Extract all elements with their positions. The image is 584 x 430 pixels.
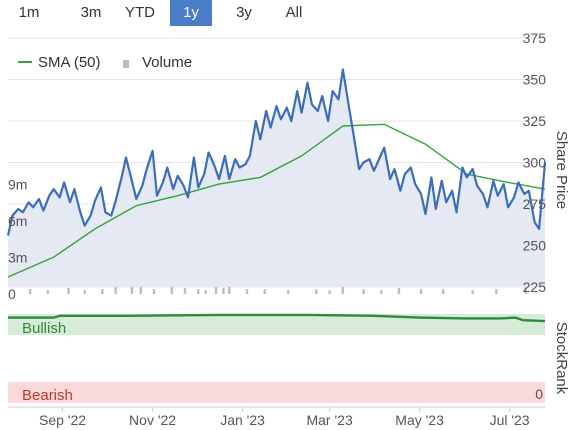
volume-bar [197, 289, 200, 294]
stockrank-line [8, 313, 546, 323]
price-area-fill [8, 69, 545, 287]
volume-bar [362, 289, 365, 294]
volume-bar [471, 290, 474, 294]
price-tick-label: 225 [523, 279, 547, 295]
volume-bar [315, 289, 318, 294]
range-3y-button[interactable]: 3y [236, 4, 252, 21]
legend-volume-swatch [123, 60, 129, 68]
volume-bar [287, 290, 290, 294]
volume-bar [46, 290, 50, 294]
volume-bar [341, 286, 345, 294]
bullish-label: Bullish [22, 320, 66, 337]
range-selector: 1m 3m YTD 1y 3y All [0, 0, 340, 26]
price-tick-label: 300 [523, 155, 547, 171]
range-1y-button[interactable]: 1y [170, 0, 212, 26]
volume-bar [67, 287, 70, 294]
x-tick-label: May '23 [395, 412, 444, 428]
volume-bar [101, 289, 104, 294]
range-ytd-button[interactable]: YTD [125, 4, 155, 21]
volume-tick-label: 0 [8, 286, 16, 302]
volume-bar [130, 283, 134, 294]
legend-volume-label: Volume [142, 54, 192, 71]
price-line [6, 68, 547, 236]
price-axis-label: Share Price [553, 131, 570, 209]
legend-sma-label: SMA (50) [38, 54, 101, 71]
volume-bar [380, 290, 383, 294]
volume-axis-ticks: 9m 6m 3m 0 [8, 176, 27, 302]
x-tick-label: Sep '22 [39, 412, 86, 428]
volume-bar [263, 289, 266, 294]
bullish-band [8, 314, 545, 335]
volume-bar [442, 289, 445, 294]
price-tick-label: 375 [523, 30, 547, 46]
x-tick-label: Mar '23 [306, 412, 352, 428]
volume-bar [152, 289, 156, 294]
volume-tick-label: 6m [8, 213, 27, 229]
volume-bar [204, 290, 207, 294]
bearish-label: Bearish [22, 387, 73, 404]
sma-line [7, 123, 546, 278]
x-tick-label: Jan '23 [220, 412, 265, 428]
volume-bar [139, 280, 142, 294]
volume-tick-label: 3m [8, 249, 27, 265]
bearish-band [8, 382, 545, 403]
stockrank-axis-label: StockRank [553, 322, 570, 395]
volume-bar [222, 287, 225, 294]
range-3m-button[interactable]: 3m [80, 4, 102, 21]
price-tick-label: 250 [523, 238, 547, 254]
volume-bar [28, 289, 32, 294]
x-tick-label: Jul '23 [490, 412, 530, 428]
volume-bar [183, 287, 187, 294]
price-tick-label: 350 [523, 72, 547, 88]
price-tick-label: 275 [523, 196, 547, 212]
legend: SMA (50) Volume [18, 54, 192, 71]
x-tick-label: Nov '22 [129, 412, 176, 428]
volume-bar [495, 289, 498, 294]
volume-bar [419, 289, 423, 294]
volume-bar [397, 287, 401, 294]
volume-tick-label: 9m [8, 176, 27, 192]
stockrank-zero-tick: 0 [535, 386, 543, 402]
volume-bar [114, 286, 117, 294]
volume-bar [245, 289, 249, 294]
volume-bar [83, 290, 86, 294]
x-axis-ticks: Sep '22 Nov '22 Jan '23 Mar '23 May '23 Jul '… [39, 407, 530, 428]
volume-bar [328, 290, 331, 294]
range-1m-button[interactable]: 1m [18, 4, 40, 21]
price-axis-ticks: 375 350 325 300 275 250 225 [523, 30, 547, 295]
price-tick-label: 325 [523, 113, 547, 129]
range-all-button[interactable]: All [285, 4, 303, 21]
